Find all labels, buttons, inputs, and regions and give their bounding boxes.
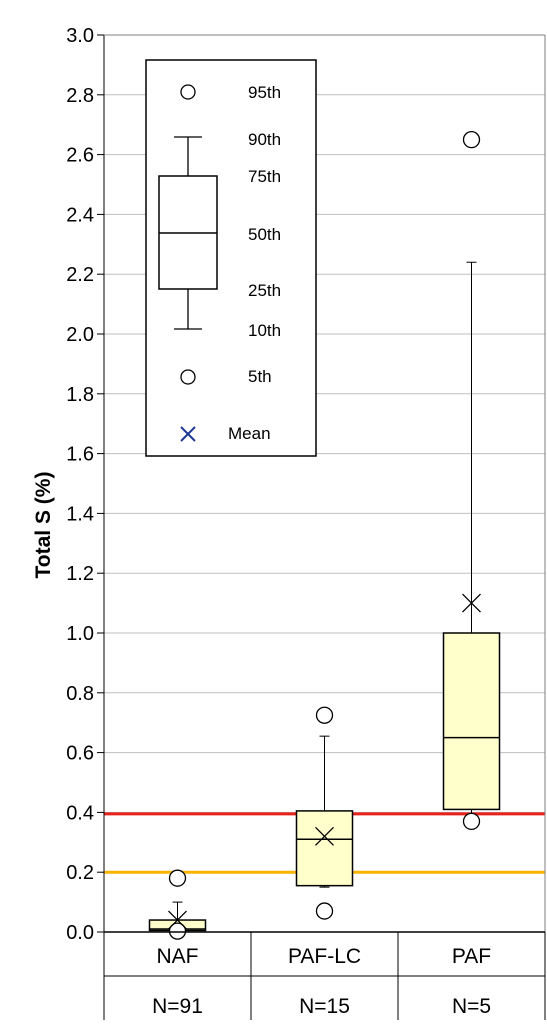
y-tick-label: 2.8 — [66, 85, 94, 107]
legend-label: 75th — [248, 167, 281, 186]
box-iqr — [442, 632, 501, 811]
y-tick-label: 2.4 — [66, 204, 94, 226]
y-tick-label: 0.8 — [66, 683, 94, 705]
legend-label: 50th — [248, 225, 281, 244]
legend-label: 5th — [248, 367, 272, 386]
percentile-95th-marker — [315, 706, 334, 724]
y-tick-label: 2.0 — [66, 324, 94, 346]
legend-label: 10th — [248, 321, 281, 340]
box-naf — [148, 869, 207, 940]
y-axis: 0.0 0.2 0.4 0.6 0.8 1.0 1.2 1.4 1.6 1.8 2.0 2.2 2.4 2… — [66, 25, 104, 944]
box-paf-lc — [295, 706, 354, 920]
y-tick-label: 3.0 — [66, 25, 94, 47]
y-tick-label: 0.4 — [66, 802, 94, 824]
legend: 95th 90th 75th 50th 25th 10th 5th Mean — [145, 59, 317, 457]
y-tick-label: 1.8 — [66, 384, 94, 406]
box-series — [148, 130, 501, 940]
y-tick-label: 1.4 — [66, 503, 94, 525]
legend-mean-marker — [180, 426, 196, 442]
legend-label: 25th — [248, 281, 281, 300]
legend-label: 90th — [248, 130, 281, 149]
mean-marker — [168, 910, 187, 930]
y-tick-label: 0.0 — [66, 922, 94, 944]
box-iqr — [295, 810, 354, 887]
legend-95th-marker — [180, 84, 196, 100]
box-paf — [442, 130, 501, 831]
category-label: PAF — [452, 945, 491, 968]
y-tick-label: 2.6 — [66, 145, 94, 167]
legend-5th-marker — [180, 369, 196, 385]
percentile-5th-marker — [168, 922, 187, 940]
legend-label: 95th — [248, 83, 281, 102]
y-tick-label: 0.6 — [66, 743, 94, 765]
y-tick-label: 1.0 — [66, 623, 94, 645]
mean-marker — [462, 593, 481, 613]
y-tick-label: 1.6 — [66, 444, 94, 466]
percentile-5th-marker — [315, 902, 334, 920]
category-count: N=15 — [299, 995, 350, 1018]
plot-frame — [103, 34, 546, 933]
category-table: NAF N=91 PAF-LC N=15 PAF N=5 — [103, 932, 546, 1020]
category-label: NAF — [157, 945, 199, 968]
percentile-95th-marker — [168, 869, 187, 887]
category-label: PAF-LC — [288, 945, 361, 968]
percentile-5th-marker — [462, 812, 481, 831]
mean-marker — [315, 826, 334, 846]
y-tick-label: 2.2 — [66, 264, 94, 286]
percentile-95th-marker — [462, 130, 481, 149]
legend-label: Mean — [228, 424, 271, 443]
category-count: N=5 — [452, 995, 491, 1018]
y-tick-label: 0.2 — [66, 862, 94, 884]
y-axis-label: Total S (%) — [32, 472, 55, 579]
category-count: N=91 — [152, 995, 203, 1018]
y-tick-label: 1.2 — [66, 563, 94, 585]
